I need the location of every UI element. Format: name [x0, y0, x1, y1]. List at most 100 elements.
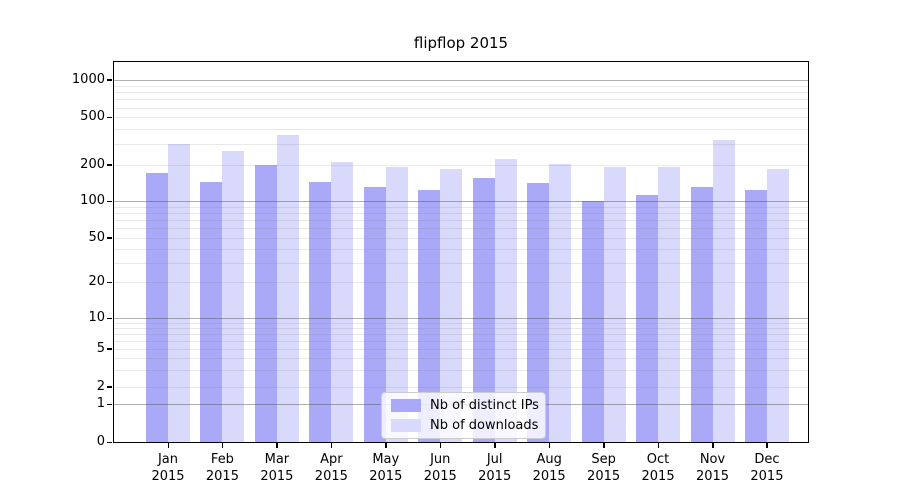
y-tick-label-500: 500 — [80, 109, 105, 125]
bar-distinct-ips-dec — [744, 189, 767, 442]
legend: Nb of distinct IPs Nb of downloads — [381, 392, 546, 439]
x-tick-label-jan: Jan 2015 — [151, 452, 185, 484]
minor-gridline-9 — [114, 323, 808, 324]
major-gridline-10 — [114, 318, 808, 319]
y-tick-mark-10 — [107, 317, 112, 320]
minor-gridline-90 — [114, 207, 808, 208]
y-tick-mark-1000 — [107, 79, 112, 81]
bar-distinct-ips-jan — [146, 173, 168, 442]
y-tick-mark-50 — [107, 237, 112, 239]
minor-gridline-300 — [114, 144, 808, 145]
minor-gridline-60 — [114, 228, 808, 229]
y-tick-label-100: 100 — [80, 193, 105, 209]
bar-downloads-apr — [331, 161, 354, 442]
minor-gridline-30 — [114, 263, 808, 264]
bar-distinct-ips-may — [363, 186, 386, 442]
y-tick-label-5: 5 — [96, 340, 105, 356]
x-tick-mark-jun — [439, 443, 442, 448]
x-tick-label-sep: Sep 2015 — [587, 452, 621, 484]
bar-distinct-ips-aug — [527, 183, 550, 442]
x-tick-label-mar: Mar 2015 — [260, 452, 294, 484]
x-tick-label-jun: Jun 2015 — [423, 452, 457, 484]
x-tick-mark-dec — [766, 443, 768, 448]
bar-downloads-jan — [168, 143, 190, 442]
bar-distinct-ips-jul — [472, 178, 495, 442]
x-tick-mark-aug — [548, 443, 551, 448]
x-tick-label-dec: Dec 2015 — [750, 452, 784, 484]
legend-swatch-distinct-ips — [391, 399, 421, 412]
minor-gridline-50 — [114, 238, 808, 239]
plot-area: Nb of distinct IPs Nb of downloads — [113, 61, 809, 443]
legend-label-distinct-ips: Nb of distinct IPs — [430, 398, 539, 413]
x-tick-mark-feb — [221, 443, 224, 448]
y-tick-mark-1 — [107, 403, 112, 406]
x-tick-mark-apr — [330, 443, 333, 448]
y-tick-label-1: 1 — [96, 396, 105, 412]
bar-distinct-ips-sep — [581, 200, 604, 442]
y-tick-mark-20 — [107, 281, 112, 284]
minor-gridline-7 — [114, 334, 808, 335]
x-tick-label-feb: Feb 2015 — [205, 452, 239, 484]
y-tick-mark-100 — [107, 200, 112, 203]
x-tick-mark-mar — [276, 443, 278, 448]
x-tick-label-aug: Aug 2015 — [532, 452, 566, 484]
legend-label-downloads: Nb of downloads — [430, 418, 539, 433]
bar-distinct-ips-mar — [254, 164, 277, 442]
bar-distinct-ips-apr — [309, 181, 332, 442]
minor-gridline-800 — [114, 92, 808, 93]
minor-gridline-40 — [114, 249, 808, 250]
x-tick-mark-may — [385, 443, 387, 448]
bar-downloads-aug — [549, 163, 572, 442]
y-tick-mark-5 — [107, 348, 112, 350]
minor-gridline-6 — [114, 341, 808, 342]
minor-gridline-2 — [114, 387, 808, 388]
legend-swatch-downloads — [391, 419, 421, 432]
bar-downloads-feb — [222, 151, 245, 442]
bar-distinct-ips-jun — [418, 189, 441, 442]
bar-downloads-oct — [658, 167, 681, 442]
bar-downloads-dec — [766, 169, 789, 442]
x-tick-mark-sep — [603, 443, 605, 448]
minor-gridline-700 — [114, 99, 808, 100]
bar-downloads-sep — [603, 167, 626, 442]
bar-distinct-ips-oct — [636, 194, 659, 442]
x-tick-mark-oct — [657, 443, 660, 448]
minor-gridline-80 — [114, 213, 808, 214]
y-tick-mark-2 — [107, 386, 112, 388]
y-tick-mark-200 — [107, 164, 112, 166]
bar-distinct-ips-feb — [200, 181, 223, 442]
minor-gridline-4 — [114, 358, 808, 359]
x-tick-label-oct: Oct 2015 — [641, 452, 675, 484]
minor-gridline-500 — [114, 117, 808, 118]
x-tick-mark-jan — [167, 443, 169, 448]
y-tick-label-20: 20 — [88, 274, 105, 290]
y-tick-label-10: 10 — [88, 310, 105, 326]
minor-gridline-8 — [114, 328, 808, 329]
bar-downloads-jul — [494, 159, 517, 442]
y-tick-label-200: 200 — [80, 156, 105, 172]
y-tick-label-0: 0 — [96, 434, 105, 449]
minor-gridline-600 — [114, 108, 808, 109]
y-tick-mark-0 — [107, 441, 112, 443]
bar-downloads-mar — [276, 135, 299, 442]
x-tick-label-jul: Jul 2015 — [478, 452, 512, 484]
bar-downloads-may — [385, 166, 408, 442]
minor-gridline-3 — [114, 370, 808, 371]
minor-gridline-20 — [114, 282, 808, 283]
x-tick-mark-jul — [494, 443, 496, 448]
y-tick-mark-500 — [107, 116, 112, 119]
y-tick-label-50: 50 — [88, 229, 105, 245]
minor-gridline-400 — [114, 129, 808, 130]
y-tick-label-1000: 1000 — [71, 71, 105, 87]
bar-downloads-nov — [712, 139, 735, 442]
legend-item-distinct-ips: Nb of distinct IPs — [391, 398, 539, 413]
x-tick-label-may: May 2015 — [369, 452, 403, 484]
minor-gridline-900 — [114, 86, 808, 87]
bar-distinct-ips-nov — [690, 186, 713, 442]
minor-gridline-70 — [114, 220, 808, 221]
y-tick-label-2: 2 — [96, 378, 105, 394]
minor-gridline-5 — [114, 349, 808, 350]
x-tick-label-nov: Nov 2015 — [695, 452, 730, 484]
major-gridline-1000 — [114, 80, 808, 81]
